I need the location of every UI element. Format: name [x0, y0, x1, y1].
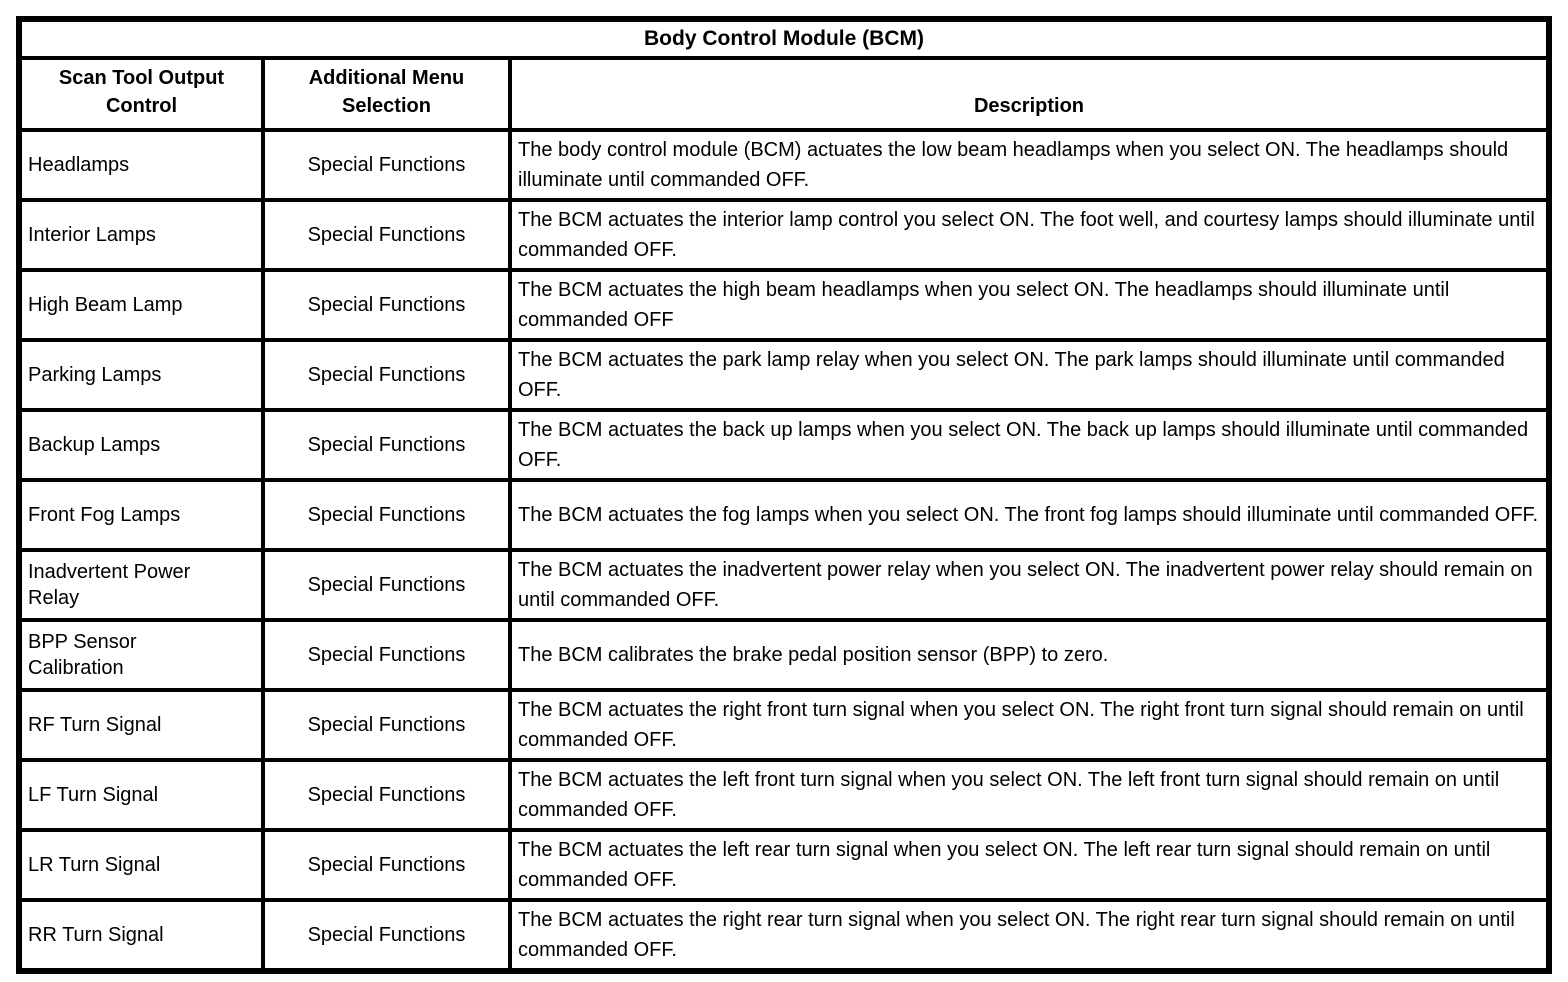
menu-cell: Special Functions	[261, 898, 512, 973]
control-cell: High Beam Lamp	[17, 268, 265, 342]
column-header-scan-tool-output-control: Scan Tool Output Control	[17, 56, 265, 132]
bcm-output-controls-table: Body Control Module (BCM) Scan Tool Outp…	[16, 16, 1552, 974]
table-row: LF Turn Signal Special Functions The BCM…	[17, 758, 1551, 832]
control-cell: LF Turn Signal	[17, 758, 265, 832]
table-header-row: Scan Tool Output Control Additional Menu…	[17, 56, 1551, 132]
menu-cell: Special Functions	[261, 828, 512, 902]
description-cell: The BCM actuates the right rear turn sig…	[508, 898, 1551, 973]
control-cell: RF Turn Signal	[17, 688, 265, 762]
control-cell: Inadvertent Power Relay	[17, 548, 265, 622]
menu-cell: Special Functions	[261, 618, 512, 692]
description-cell: The BCM actuates the back up lamps when …	[508, 408, 1551, 482]
table-row: LR Turn Signal Special Functions The BCM…	[17, 828, 1551, 902]
description-cell: The BCM actuates the park lamp relay whe…	[508, 338, 1551, 412]
menu-cell: Special Functions	[261, 338, 512, 412]
table-row: Interior Lamps Special Functions The BCM…	[17, 198, 1551, 272]
menu-cell: Special Functions	[261, 548, 512, 622]
description-cell: The BCM actuates the high beam headlamps…	[508, 268, 1551, 342]
table-row: Front Fog Lamps Special Functions The BC…	[17, 478, 1551, 552]
table-row: BPP Sensor Calibration Special Functions…	[17, 618, 1551, 692]
control-cell: Interior Lamps	[17, 198, 265, 272]
table-title: Body Control Module (BCM)	[17, 17, 1551, 60]
menu-cell: Special Functions	[261, 408, 512, 482]
menu-cell: Special Functions	[261, 268, 512, 342]
control-cell: Headlamps	[17, 128, 265, 202]
control-cell: RR Turn Signal	[17, 898, 265, 973]
control-cell: Backup Lamps	[17, 408, 265, 482]
description-cell: The BCM actuates the inadvertent power r…	[508, 548, 1551, 622]
description-cell: The BCM actuates the fog lamps when you …	[508, 478, 1551, 552]
menu-cell: Special Functions	[261, 688, 512, 762]
description-cell: The BCM actuates the left front turn sig…	[508, 758, 1551, 832]
description-cell: The BCM calibrates the brake pedal posit…	[508, 618, 1551, 692]
menu-cell: Special Functions	[261, 478, 512, 552]
description-cell: The body control module (BCM) actuates t…	[508, 128, 1551, 202]
description-cell: The BCM actuates the left rear turn sign…	[508, 828, 1551, 902]
control-cell: BPP Sensor Calibration	[17, 618, 265, 692]
column-header-additional-menu-selection: Additional Menu Selection	[261, 56, 512, 132]
description-cell: The BCM actuates the interior lamp contr…	[508, 198, 1551, 272]
control-cell: Front Fog Lamps	[17, 478, 265, 552]
table-row: Backup Lamps Special Functions The BCM a…	[17, 408, 1551, 482]
column-header-description: Description	[508, 56, 1551, 132]
table-row: Inadvertent Power Relay Special Function…	[17, 548, 1551, 622]
menu-cell: Special Functions	[261, 128, 512, 202]
menu-cell: Special Functions	[261, 758, 512, 832]
table-row: High Beam Lamp Special Functions The BCM…	[17, 268, 1551, 342]
control-cell: LR Turn Signal	[17, 828, 265, 902]
table-row: Parking Lamps Special Functions The BCM …	[17, 338, 1551, 412]
table-row: RF Turn Signal Special Functions The BCM…	[17, 688, 1551, 762]
description-cell: The BCM actuates the right front turn si…	[508, 688, 1551, 762]
table-row: Headlamps Special Functions The body con…	[17, 128, 1551, 202]
table-row: RR Turn Signal Special Functions The BCM…	[17, 898, 1551, 973]
control-cell: Parking Lamps	[17, 338, 265, 412]
menu-cell: Special Functions	[261, 198, 512, 272]
table-title-row: Body Control Module (BCM)	[17, 17, 1551, 60]
